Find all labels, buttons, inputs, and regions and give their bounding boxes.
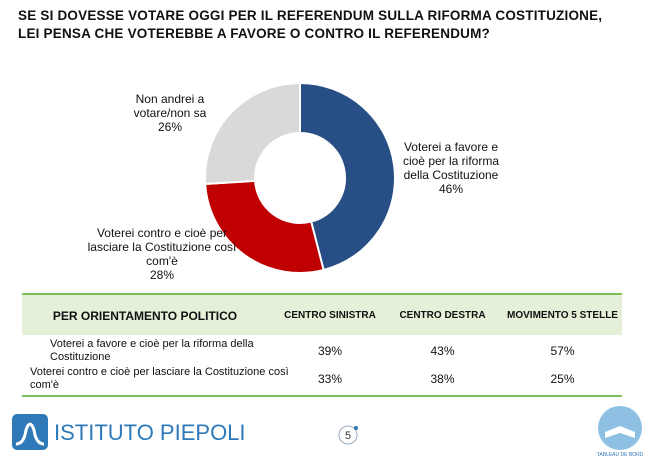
title-line: SE SI DOVESSE VOTARE OGGI PER IL REFEREN…: [18, 8, 603, 23]
table-header-cell: CENTRO SINISTRA: [284, 310, 376, 321]
category: Voterei contro e cioè per lasciare la Co…: [87, 226, 237, 268]
table-header-cell: CENTRO DESTRA: [399, 310, 486, 321]
category: Non andrei a votare/non sa: [133, 92, 207, 120]
table-header-cell: PER ORIENTAMENTO POLITICO: [40, 309, 250, 323]
value-label: 46%: [438, 182, 464, 196]
category: Voterei a favore e cioè per la riforma d…: [402, 140, 500, 182]
table-row-label: Voterei a favore e cioè per la riforma d…: [50, 338, 254, 363]
slice: [204, 179, 325, 274]
table-header-cell: MOVIMENTO 5 STELLE: [507, 310, 618, 321]
table-cell: 43%: [430, 344, 455, 358]
table-rule: [22, 395, 622, 397]
header-text: PER ORIENTAMENTO POLITICO: [52, 309, 238, 323]
slice-label: Non andrei a votare/non sa 26%: [125, 92, 215, 134]
table-cell: 38%: [430, 372, 455, 386]
value-label: 26%: [157, 120, 183, 134]
page-dot: [354, 426, 358, 430]
book: [605, 426, 635, 438]
title-line: LEI PENSA CHE VOTEREBBE A FAVORE O CONTR…: [18, 26, 490, 41]
donut-chart: [204, 81, 396, 274]
table-cell: 39%: [317, 344, 343, 358]
value-label: 28%: [149, 268, 175, 282]
logo-text: ISTITUTO PIEPOLI: [54, 420, 246, 445]
page-number: 5: [345, 430, 351, 442]
table-header: [22, 293, 622, 335]
footer: ISTITUTO PIEPOLI 5 TABLEAU DE BORD: [12, 406, 644, 458]
table-cell: 25%: [550, 372, 575, 386]
table-cell: 57%: [550, 344, 575, 358]
slice: [299, 81, 396, 272]
page-circle: [338, 425, 358, 445]
badge-text: TABLEAU DE BORD: [597, 452, 644, 458]
logo-curve: [15, 422, 45, 446]
slice: [204, 81, 301, 186]
table-cell: 33%: [317, 372, 343, 386]
slice-label: Voterei contro e cioè per lasciare la Co…: [82, 226, 242, 282]
table-row-label: Voterei contro e cioè per lasciare la Co…: [30, 366, 289, 391]
slice-label: Voterei a favore e cioè per la riforma d…: [392, 140, 510, 196]
